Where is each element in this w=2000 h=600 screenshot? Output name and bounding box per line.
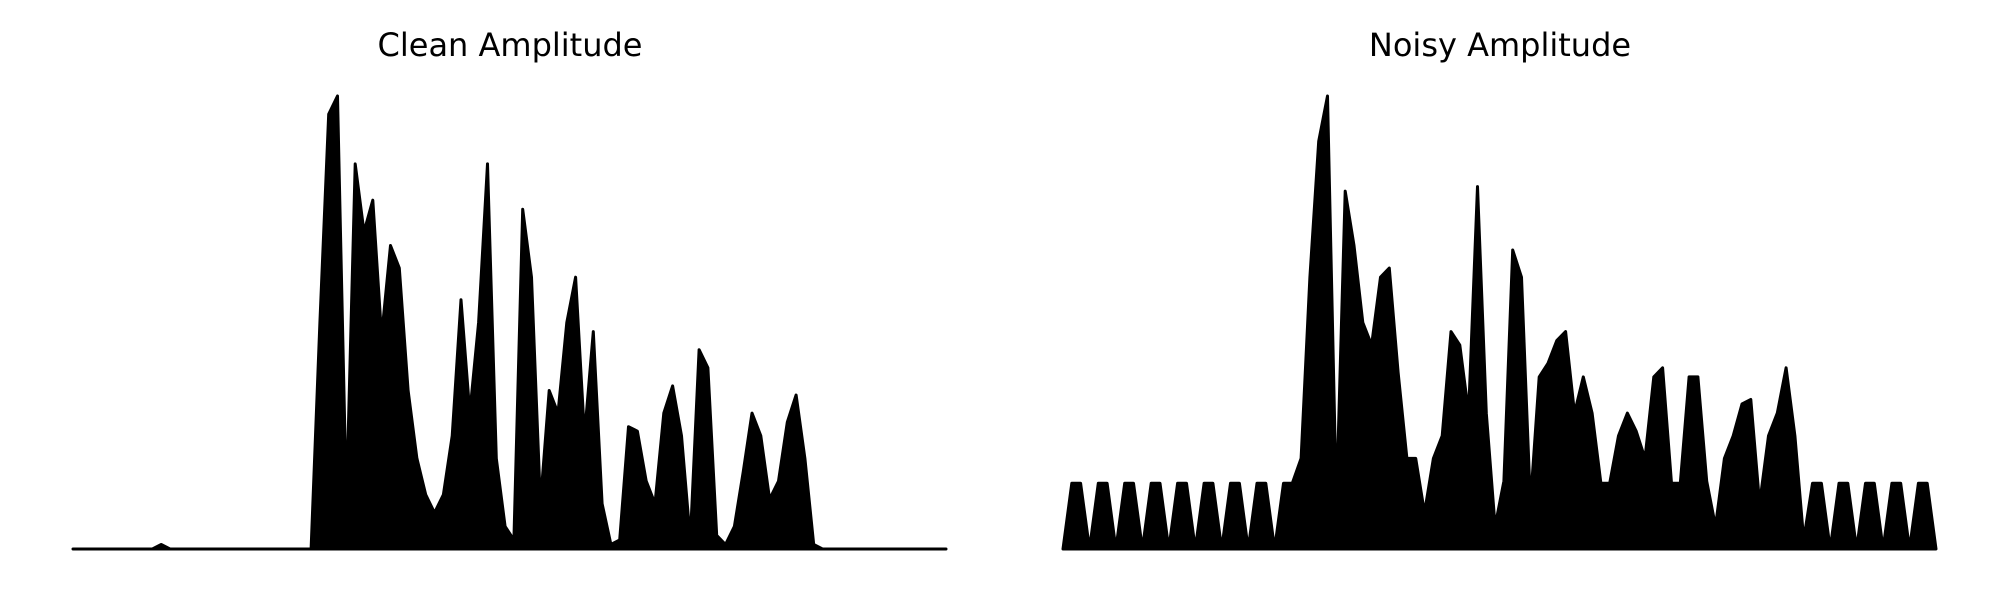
amplitude-area (71, 94, 948, 551)
chart-title: Clean Amplitude (378, 26, 643, 64)
chart-title: Noisy Amplitude (1369, 26, 1631, 64)
amplitude-area (1061, 94, 1938, 551)
